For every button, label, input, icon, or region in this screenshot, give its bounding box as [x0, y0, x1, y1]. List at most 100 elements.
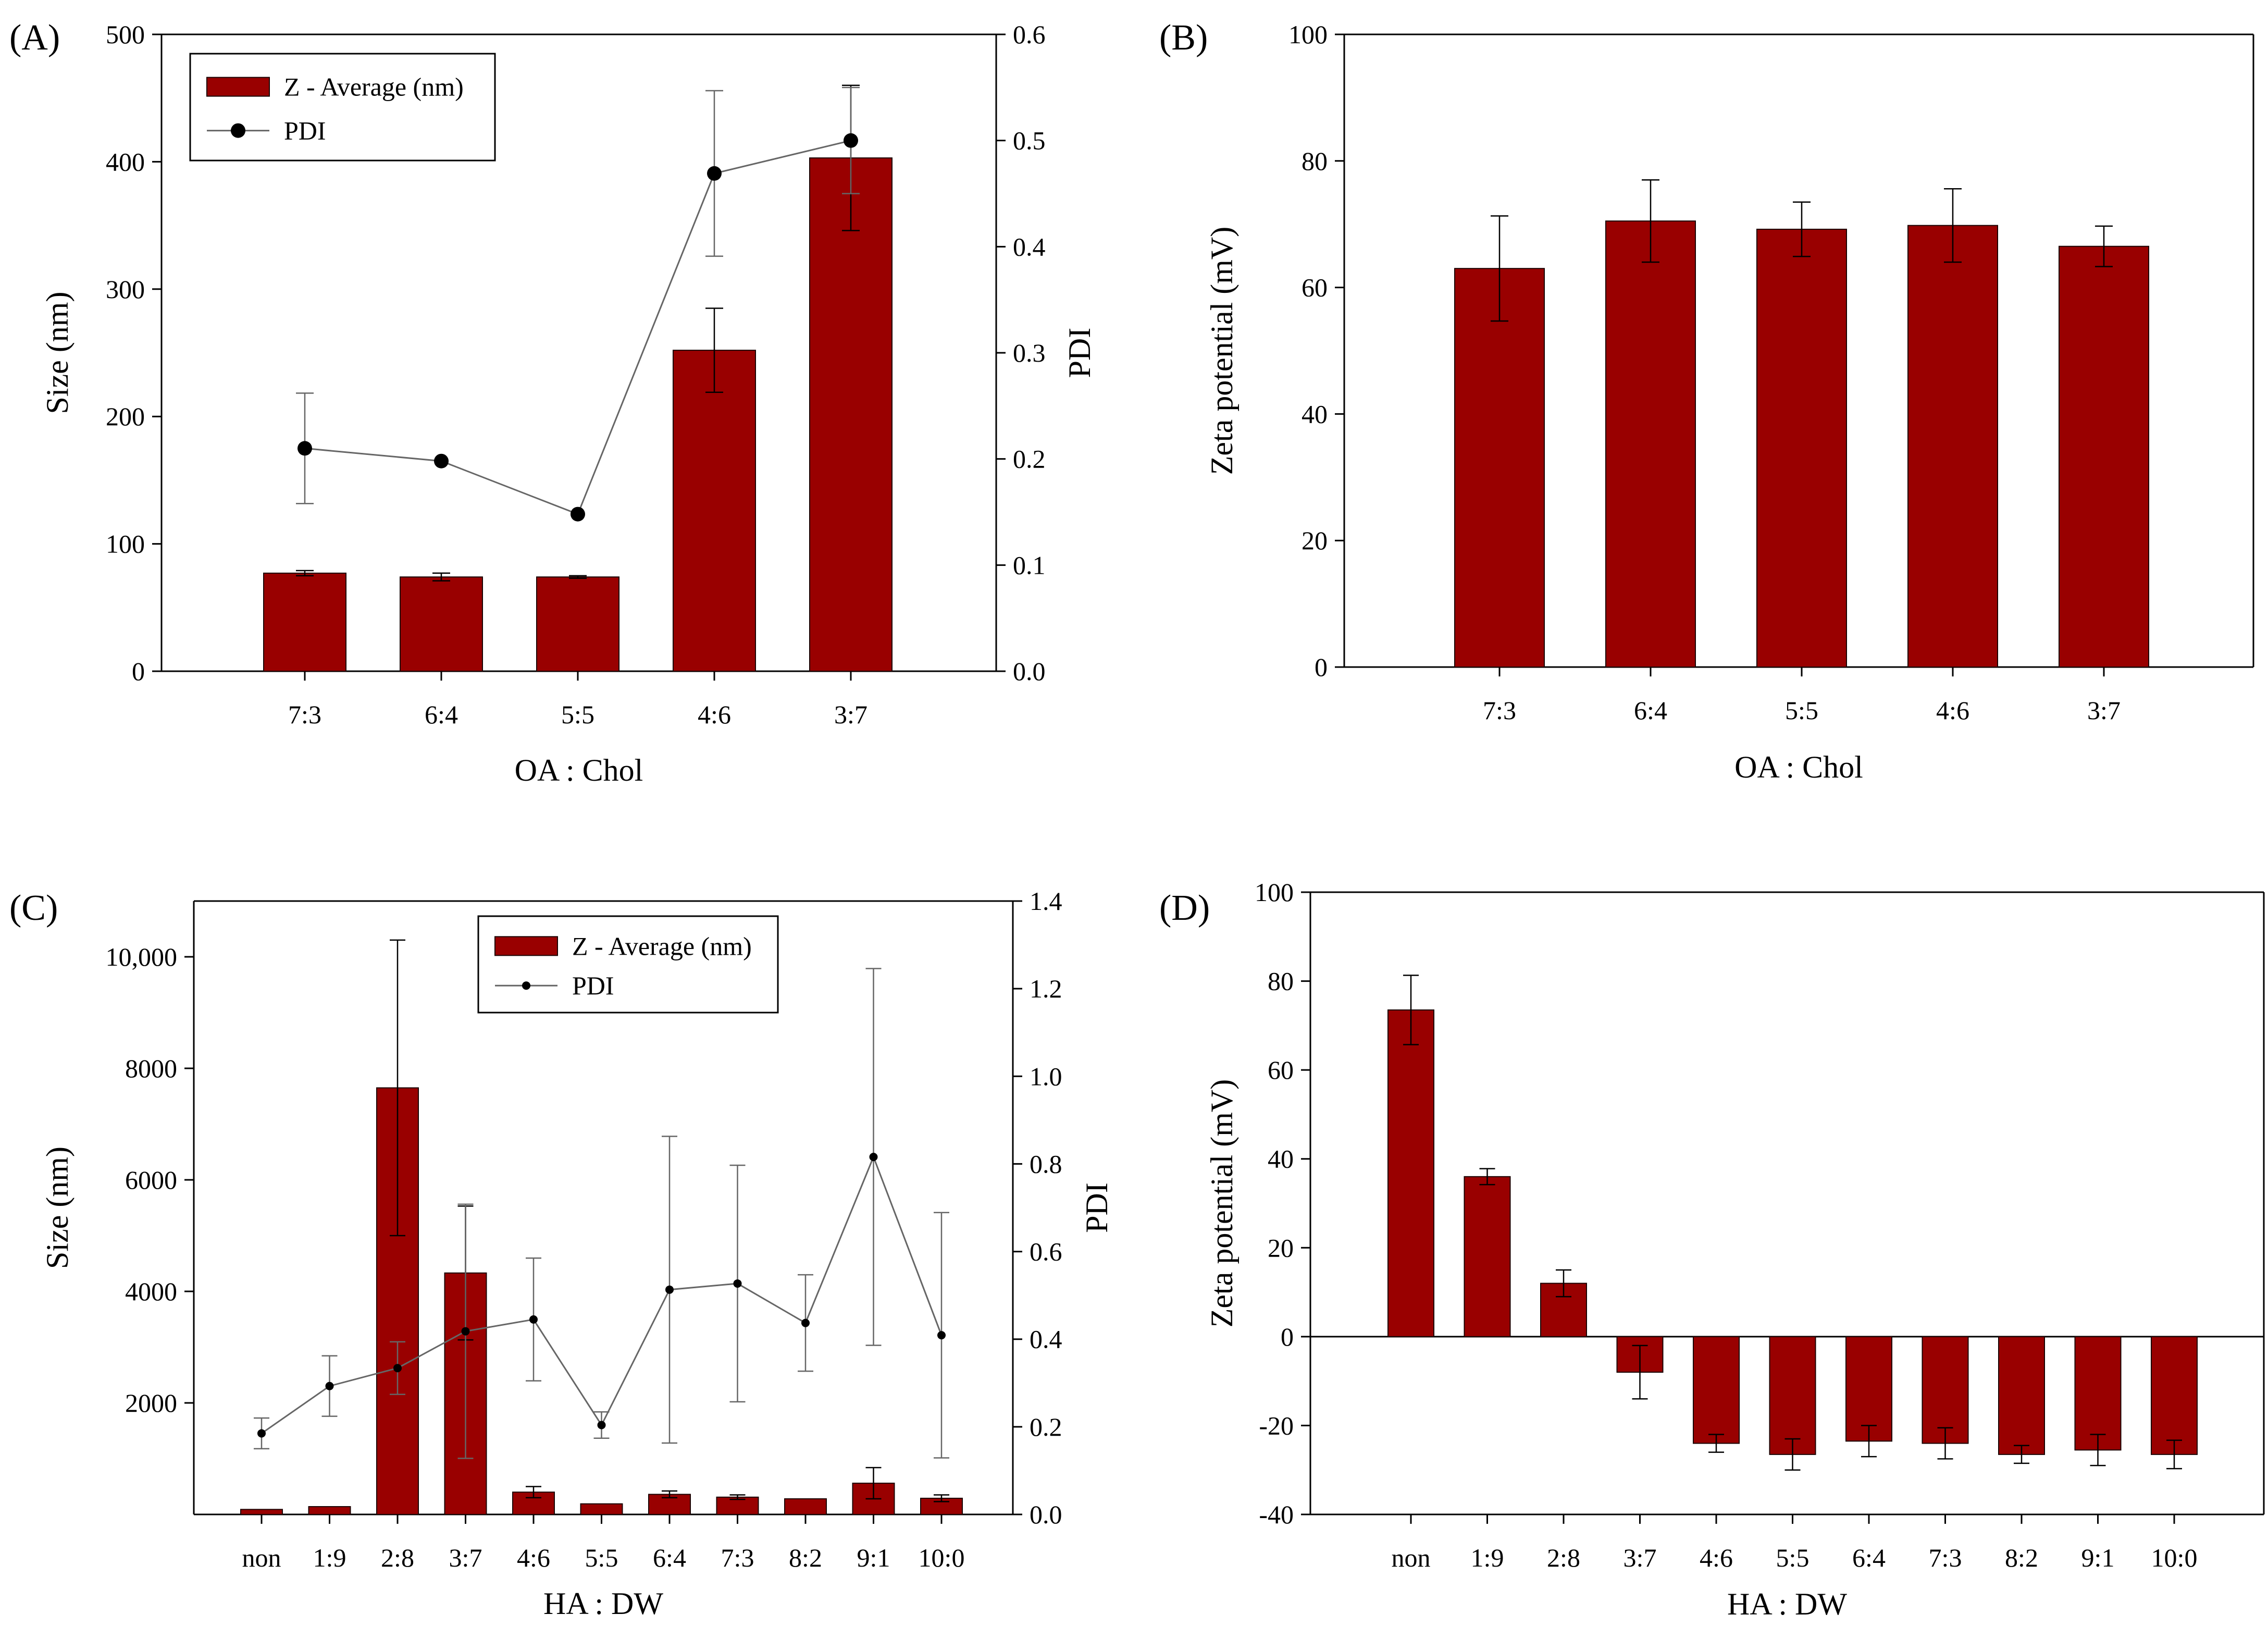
pdi-point — [869, 1152, 878, 1161]
pdi-point — [325, 1382, 334, 1390]
y2-tick-label: 0.0 — [1030, 1500, 1062, 1529]
x-tick-label: 4:6 — [698, 700, 731, 729]
y-tick-label: 20 — [1268, 1233, 1294, 1262]
pdi-point — [529, 1315, 538, 1324]
y-tick-label: 80 — [1302, 146, 1328, 176]
x-tick-label: non — [242, 1543, 281, 1572]
pdi-point — [707, 166, 722, 181]
y2-tick-label: 0.3 — [1013, 338, 1046, 367]
y-tick-label: 4000 — [125, 1277, 177, 1306]
x-tick-label: 3:7 — [2087, 696, 2121, 725]
x-tick-label: 4:6 — [517, 1543, 550, 1572]
panel-label: (A) — [9, 18, 60, 58]
panel-a: (A) 0 100 200 300 400 500 0.0 0.1 0.2 0.3 0.4 0.5 0.6… — [9, 18, 1097, 787]
bar-series — [1387, 1009, 2198, 1455]
x-axis-title: OA : Chol — [515, 753, 643, 787]
legend: Z - Average (nm) PDI — [477, 915, 779, 1014]
x-tick-label: 7:3 — [721, 1543, 754, 1572]
bar — [1387, 1009, 1434, 1337]
x-tick-label: 6:4 — [425, 700, 458, 729]
pdi-point — [937, 1331, 946, 1340]
y2-tick-label: 0.2 — [1013, 445, 1046, 474]
y2-axis-title: PDI — [1080, 1182, 1114, 1233]
y-tick-label: 100 — [106, 529, 145, 559]
pdi-point — [393, 1364, 402, 1373]
bar-series — [263, 157, 893, 672]
bar-series — [1454, 220, 2149, 668]
x-tick-label: 6:4 — [1634, 696, 1667, 725]
bar-error-bars — [1403, 975, 2182, 1471]
legend-bar-swatch — [494, 936, 558, 956]
panel-label: (C) — [9, 888, 58, 928]
x-tick-label: 7:3 — [288, 700, 321, 729]
y-tick-label: 40 — [1268, 1144, 1294, 1174]
legend-marker — [522, 981, 530, 990]
pdi-point — [434, 453, 449, 469]
y-tick-label: 0 — [1281, 1322, 1294, 1351]
x-tick-label: 1:9 — [313, 1543, 346, 1572]
panel-b: (B) 0 20 40 60 80 100 7:3 6:4 5:5 4:6 3:7 OA : Chol Z… — [1159, 18, 2254, 784]
x-axis-title: HA : DW — [1727, 1587, 1847, 1621]
bar — [308, 1506, 351, 1515]
pdi-point — [844, 133, 858, 148]
y2-tick-label: 1.2 — [1030, 974, 1062, 1003]
pdi-point — [597, 1421, 606, 1429]
pdi-point — [733, 1279, 742, 1288]
legend-label-pdi: PDI — [572, 971, 614, 1000]
legend-box — [477, 915, 779, 1014]
bar — [809, 157, 893, 672]
x-axis-title: OA : Chol — [1734, 750, 1863, 784]
panel-label: (B) — [1159, 18, 1208, 58]
y2-tick-label: 1.0 — [1030, 1062, 1062, 1091]
bar — [1998, 1336, 2045, 1455]
axes: -40 -20 0 20 40 60 80 100 non 1:9 2:8 3:7 4:6 5:5 6:4 7… — [1205, 878, 2265, 1621]
y-axis-title: Size (nm) — [40, 1147, 75, 1269]
y-axis-title: Size (nm) — [40, 292, 75, 414]
pdi-point — [257, 1429, 266, 1438]
pdi-point — [298, 441, 312, 456]
y-tick-label: 40 — [1302, 399, 1328, 428]
bar-error-bars — [1491, 179, 2113, 322]
bar — [1756, 228, 1847, 668]
y-tick-label: 100 — [1255, 878, 1294, 907]
y2-tick-label: 0.6 — [1030, 1237, 1062, 1266]
x-tick-label: 5:5 — [585, 1543, 618, 1572]
x-tick-label: 9:1 — [857, 1543, 890, 1572]
x-tick-label: 3:7 — [1623, 1543, 1657, 1572]
y-tick-label: -20 — [1259, 1411, 1294, 1440]
x-tick-label: non — [1392, 1543, 1431, 1572]
x-tick-label: 7:3 — [1483, 696, 1516, 725]
bar — [1907, 225, 1998, 668]
bar — [536, 576, 619, 672]
y2-tick-label: 1.4 — [1030, 886, 1062, 916]
bar — [784, 1498, 827, 1515]
x-tick-label: 2:8 — [1547, 1543, 1580, 1572]
bar — [580, 1503, 623, 1515]
x-tick-label: 5:5 — [1785, 696, 1818, 725]
legend-bar-swatch — [206, 77, 270, 97]
x-tick-label: 8:2 — [789, 1543, 822, 1572]
y-tick-label: 100 — [1288, 20, 1328, 49]
y2-tick-label: 0.1 — [1013, 550, 1046, 580]
y-tick-label: 400 — [106, 147, 145, 176]
pdi-point — [665, 1285, 674, 1294]
pdi-point — [461, 1327, 470, 1336]
y2-tick-label: 0.4 — [1030, 1325, 1062, 1354]
legend-box — [189, 53, 496, 162]
y-tick-label: 2000 — [125, 1388, 177, 1418]
x-tick-label: 8:2 — [2005, 1543, 2038, 1572]
y2-tick-label: 0.2 — [1030, 1412, 1062, 1441]
y-tick-label: 8000 — [125, 1054, 177, 1083]
y-tick-label: 200 — [106, 402, 145, 431]
y-tick-label: 500 — [106, 20, 145, 49]
legend-marker — [231, 123, 245, 138]
y2-tick-label: 0.5 — [1013, 126, 1046, 155]
x-tick-label: 3:7 — [834, 700, 867, 729]
y2-axis-title: PDI — [1062, 328, 1097, 378]
y-tick-label: 0 — [132, 657, 145, 686]
pdi-series — [296, 87, 860, 522]
bar — [2059, 245, 2149, 668]
bar — [1845, 1336, 1892, 1442]
x-axis-title: HA : DW — [543, 1586, 663, 1621]
